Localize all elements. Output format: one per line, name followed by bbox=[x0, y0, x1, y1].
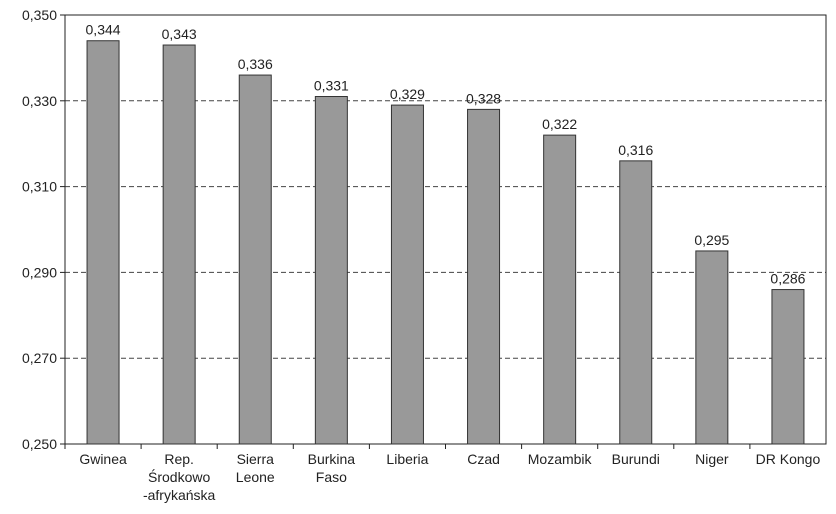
y-tick-label: 0,250 bbox=[22, 436, 57, 452]
bar bbox=[86, 40, 120, 445]
y-tick-label: 0,350 bbox=[22, 7, 57, 23]
x-tick-label: Burkina Faso bbox=[308, 451, 356, 485]
bar bbox=[314, 96, 348, 445]
x-tick-label: Niger bbox=[695, 451, 729, 467]
x-tick-label: Sierra Leone bbox=[236, 451, 275, 485]
y-tick-label: 0,330 bbox=[22, 93, 57, 109]
x-tick-label: Mozambik bbox=[528, 451, 593, 467]
value-label: 0,286 bbox=[770, 271, 805, 287]
value-label: 0,344 bbox=[86, 22, 121, 38]
x-tick-label: DR Kongo bbox=[756, 451, 821, 467]
x-tick-label: Czad bbox=[467, 451, 500, 467]
value-label: 0,295 bbox=[694, 232, 729, 248]
x-tick-label: Liberia bbox=[386, 451, 428, 467]
y-tick-label: 0,270 bbox=[22, 350, 57, 366]
value-label: 0,343 bbox=[162, 26, 197, 42]
value-label: 0,329 bbox=[390, 86, 425, 102]
value-label: 0,316 bbox=[618, 142, 653, 158]
value-label: 0,322 bbox=[542, 116, 577, 132]
bar bbox=[771, 289, 805, 445]
bar bbox=[238, 74, 272, 445]
bar bbox=[390, 104, 424, 445]
value-label: 0,331 bbox=[314, 78, 349, 94]
bar bbox=[619, 160, 653, 445]
y-tick-label: 0,290 bbox=[22, 264, 57, 280]
x-tick-label: Gwinea bbox=[79, 451, 127, 467]
x-tick-label: Rep. Środkowo -afrykańska bbox=[143, 451, 216, 503]
bar bbox=[162, 44, 196, 445]
value-label: 0,336 bbox=[238, 56, 273, 72]
value-label: 0,328 bbox=[466, 90, 501, 106]
bar bbox=[543, 134, 577, 445]
bar bbox=[695, 250, 729, 445]
bar bbox=[467, 108, 501, 445]
x-tick-label: Burundi bbox=[612, 451, 660, 467]
y-tick-label: 0,310 bbox=[22, 179, 57, 195]
